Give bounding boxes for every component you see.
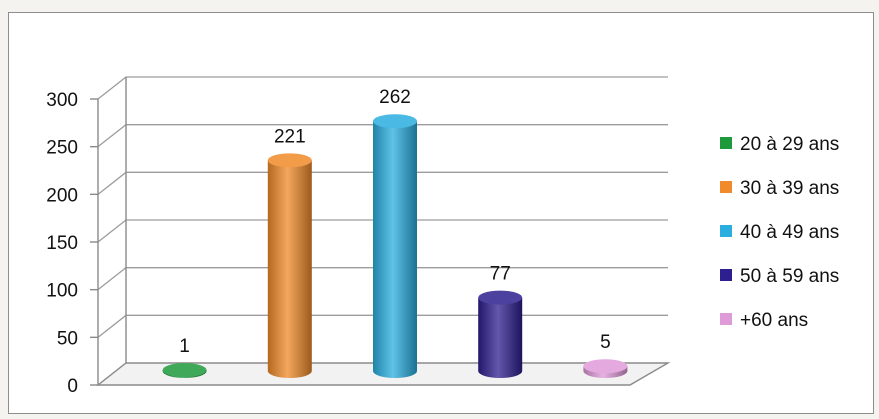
legend-item: +60 ans xyxy=(720,310,808,331)
bar-top xyxy=(162,363,207,378)
y-tick-label: 200 xyxy=(46,185,78,206)
legend-swatch xyxy=(720,225,732,237)
data-labels: 1 221 262 77 5 xyxy=(179,87,610,357)
bar-3 xyxy=(478,290,523,379)
legend-label: 30 à 39 ans xyxy=(740,178,839,199)
bar-top xyxy=(373,114,417,129)
bar-body xyxy=(373,121,417,378)
y-tick-label: 100 xyxy=(46,281,78,302)
bar-top xyxy=(267,153,312,168)
legend-item: 20 à 29 ans xyxy=(720,134,839,155)
data-label: 221 xyxy=(274,126,306,147)
data-label: 1 xyxy=(179,336,190,357)
y-tick-label: 250 xyxy=(46,138,78,159)
legend-item: 30 à 39 ans xyxy=(720,178,839,199)
y-tick-label: 0 xyxy=(67,376,78,397)
legend-label: 50 à 59 ans xyxy=(740,266,839,287)
bar-0 xyxy=(162,363,207,378)
legend-swatch xyxy=(720,137,732,149)
data-label: 262 xyxy=(379,87,411,108)
bar-top xyxy=(583,359,628,374)
legend-item: 50 à 59 ans xyxy=(720,266,839,287)
legend-item: 40 à 49 ans xyxy=(720,222,839,243)
legend: 20 à 29 ans 30 à 39 ans 40 à 49 ans 50 à 59… xyxy=(720,134,839,331)
chart-frame xyxy=(8,12,874,414)
legend-label: 20 à 29 ans xyxy=(740,134,839,155)
y-axis-ticks: 0 50 100 150 200 250 300 xyxy=(46,90,98,397)
bar-1 xyxy=(267,153,312,379)
bar-top xyxy=(478,290,523,305)
data-label: 5 xyxy=(600,332,611,353)
bar-body xyxy=(478,297,523,379)
bar-4 xyxy=(583,359,628,379)
bar-body xyxy=(267,160,312,379)
data-label: 77 xyxy=(490,264,511,285)
bar-2 xyxy=(373,114,417,378)
legend-label: +60 ans xyxy=(740,310,808,331)
y-tick-label: 300 xyxy=(46,90,78,111)
legend-label: 40 à 49 ans xyxy=(740,222,839,243)
legend-swatch xyxy=(720,181,732,193)
bars xyxy=(162,114,628,379)
legend-swatch xyxy=(720,313,732,325)
y-tick-label: 50 xyxy=(57,328,78,349)
y-tick-label: 150 xyxy=(46,233,78,254)
legend-swatch xyxy=(720,269,732,281)
